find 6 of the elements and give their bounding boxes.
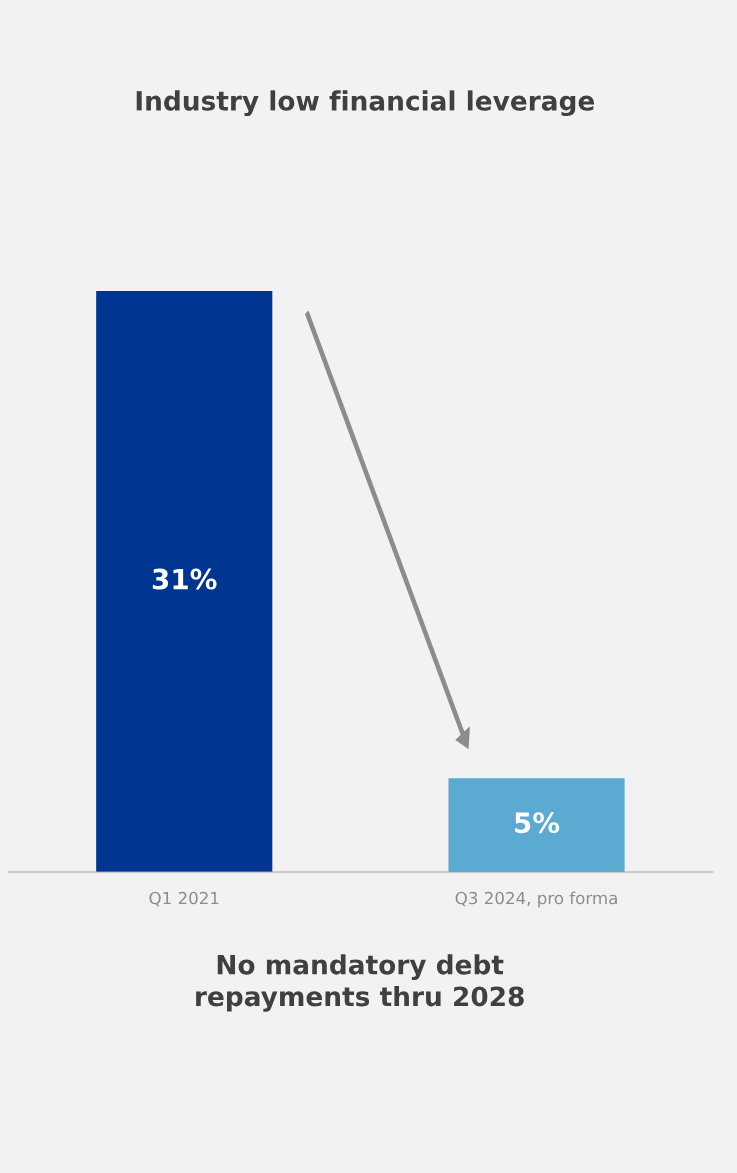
x-tick-label: Q3 2024, pro forma xyxy=(455,891,617,908)
x-tick-label: Q1 2021 xyxy=(149,891,219,907)
data-label: 31% xyxy=(152,568,217,590)
chart-title: Industry low financial leverage xyxy=(136,90,595,117)
data-label: 5% xyxy=(515,812,560,834)
text: No mandatory debt repayments thru 2028 xyxy=(196,954,524,1012)
